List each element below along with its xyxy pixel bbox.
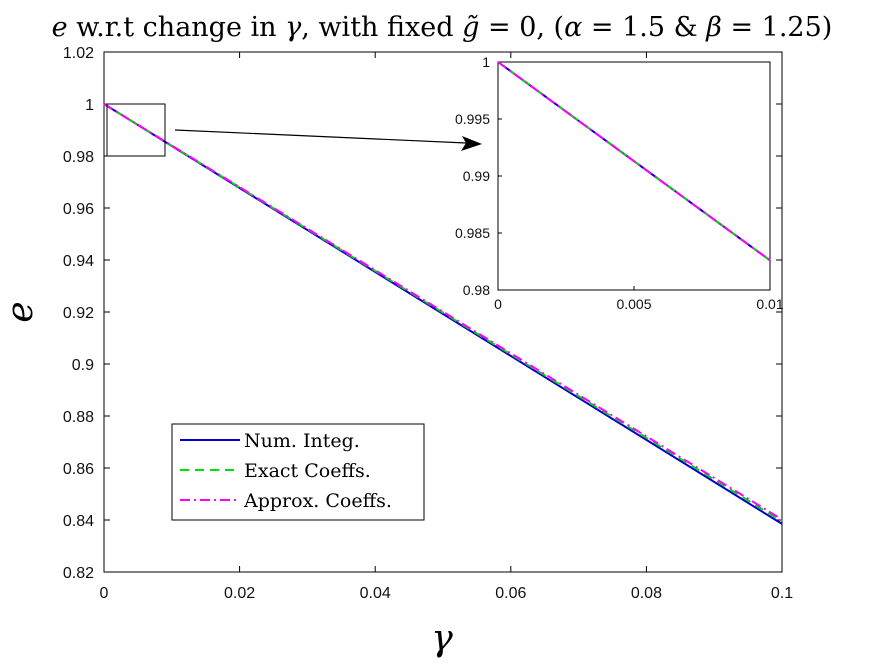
y-tick-label: 0.94 — [63, 253, 94, 270]
main-ticks: 0 0.02 0.04 0.06 0.08 0.1 0.82 0.84 0.86 0.88 0.9 0… — [63, 45, 793, 602]
zoom-arrow — [174, 129, 482, 151]
x-tick-label: 0 — [100, 585, 109, 602]
inset-x-tick-label: 0.01 — [756, 296, 783, 312]
series-line-approx-coeffs — [103, 103, 783, 521]
legend-label: Approx. Coeffs. — [243, 490, 392, 512]
inset-x-tick-label: 0.005 — [616, 296, 651, 312]
y-tick-label: 1.02 — [63, 45, 94, 62]
inset-y-tick-label: 0.985 — [455, 225, 490, 241]
main-series — [103, 103, 783, 525]
x-axis-label: γ — [431, 618, 453, 659]
y-tick-label: 0.9 — [72, 357, 94, 374]
x-tick-label: 0.1 — [771, 585, 793, 602]
y-tick-label: 0.82 — [63, 565, 94, 582]
y-tick-label: 0.86 — [63, 461, 94, 478]
series-line-num-integ — [103, 103, 783, 525]
inset-ticks: 0 0.005 0.01 0.98 0.985 0.99 0.995 1 — [455, 54, 784, 312]
series-line-exact-coeffs — [103, 103, 783, 523]
y-tick-label: 0.92 — [63, 305, 94, 322]
inset-y-tick-label: 0.99 — [463, 168, 490, 184]
chart-title: e w.r.t change in γ, with fixed g̃ = 0, … — [52, 12, 833, 43]
x-tick-label: 0.02 — [224, 585, 255, 602]
x-tick-label: 0.04 — [360, 585, 391, 602]
zoom-region-box — [106, 103, 166, 157]
x-tick-label: 0.06 — [495, 585, 526, 602]
y-tick-label: 0.84 — [63, 513, 94, 530]
legend: Num. Integ. Exact Coeffs. Approx. Coeffs. — [171, 423, 425, 521]
y-tick-label: 1 — [85, 97, 94, 114]
y-tick-label: 0.96 — [63, 201, 94, 218]
inset-y-tick-label: 0.995 — [455, 111, 490, 127]
y-axis-label: e — [0, 301, 41, 322]
inset-x-tick-label: 0 — [494, 296, 502, 312]
inset-series — [497, 61, 771, 262]
y-tick-label: 0.98 — [63, 149, 94, 166]
legend-label: Exact Coeffs. — [244, 460, 371, 482]
x-tick-label: 0.08 — [631, 585, 662, 602]
inset-series-line — [497, 61, 771, 262]
legend-label: Num. Integ. — [244, 430, 360, 452]
inset-y-tick-label: 1 — [482, 54, 490, 70]
inset-y-tick-label: 0.98 — [463, 282, 490, 298]
y-tick-label: 0.88 — [63, 409, 94, 426]
inset-plot-area — [497, 61, 771, 291]
